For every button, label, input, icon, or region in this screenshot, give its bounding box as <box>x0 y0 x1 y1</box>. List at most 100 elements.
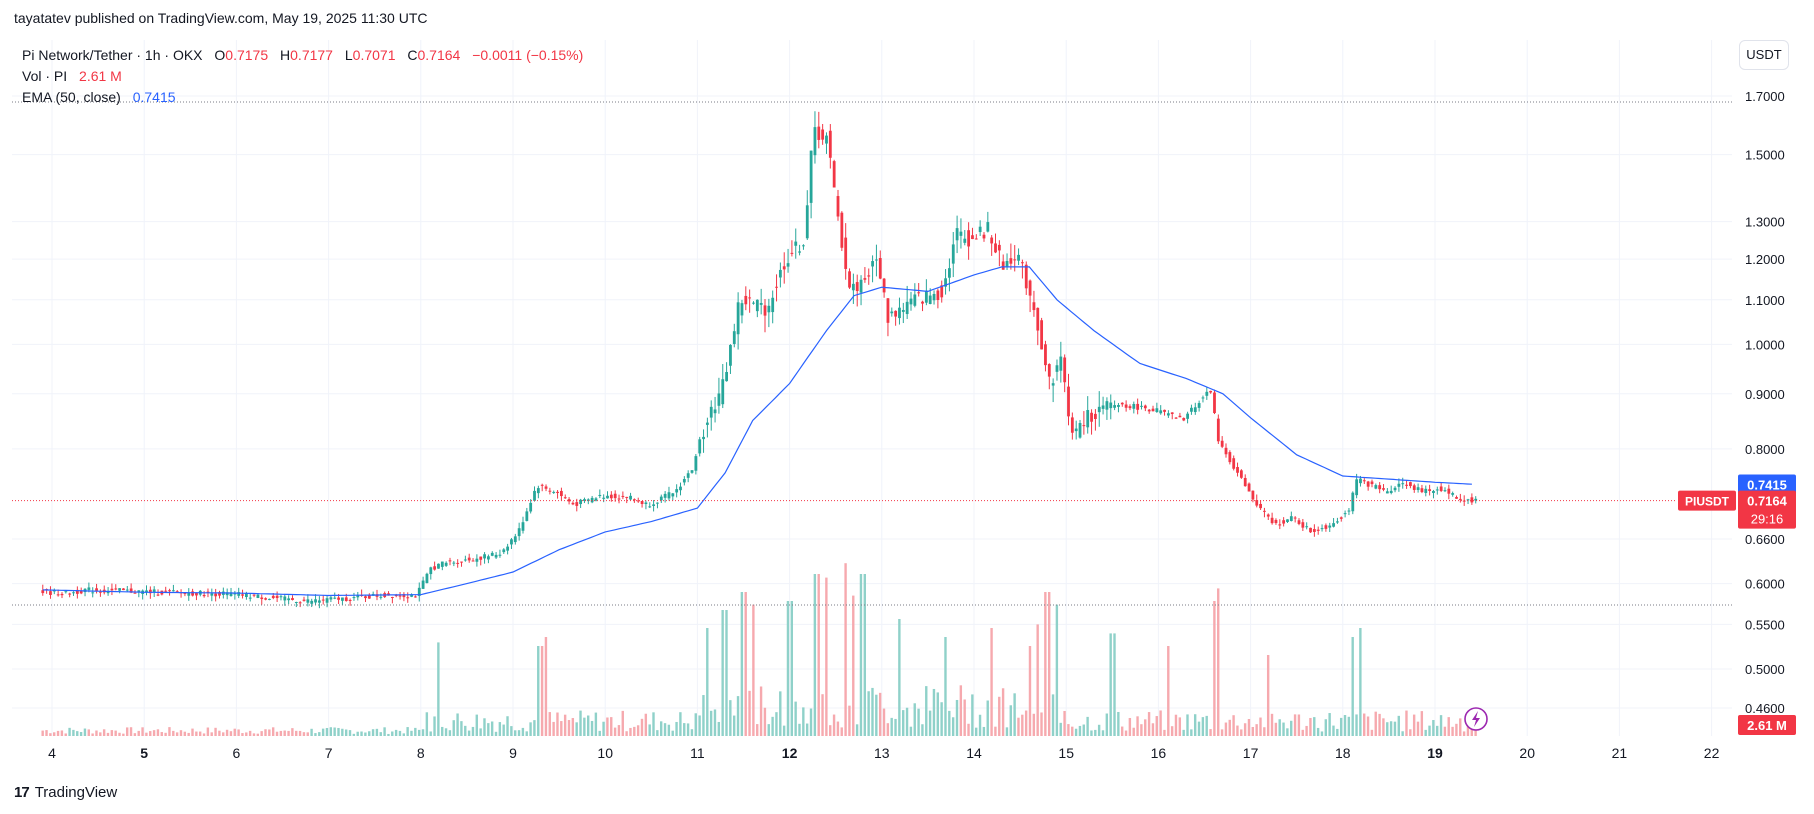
volume-bar <box>1328 713 1331 736</box>
candle-body <box>836 196 840 217</box>
volume-bar <box>498 722 502 736</box>
candle-body <box>529 502 533 512</box>
candle-body <box>928 295 932 305</box>
volume-bar <box>852 595 855 736</box>
volume-bar <box>1336 728 1339 736</box>
volume-bar <box>187 732 190 736</box>
candle-body <box>314 599 317 603</box>
volume-bar <box>767 724 770 736</box>
candle-body <box>1351 492 1355 512</box>
time-tick: 13 <box>874 745 890 761</box>
volume-bar <box>118 732 121 736</box>
volume-bar <box>406 727 409 736</box>
volume-bar <box>525 731 528 736</box>
candle-body <box>1462 500 1466 502</box>
volume-bar <box>652 712 655 736</box>
footer-brand[interactable]: 17 TradingView <box>14 784 117 801</box>
ema-row[interactable]: EMA (50, close) 0.7415 <box>22 87 583 108</box>
volume-bar <box>456 713 459 736</box>
candle-body <box>959 231 963 236</box>
candle-body <box>748 297 752 299</box>
volume-bar <box>1320 731 1324 736</box>
volume-bar <box>759 686 763 736</box>
volume-bar <box>921 724 924 736</box>
candle-body <box>763 305 767 316</box>
volume-bar <box>283 730 286 736</box>
candle-body <box>659 496 663 501</box>
volume-bar <box>487 723 490 736</box>
candle-body <box>1082 425 1086 427</box>
volume-bar <box>310 728 313 736</box>
volume-bar <box>1405 710 1408 736</box>
volume-bar <box>1017 717 1020 736</box>
volume-bar <box>1355 714 1358 736</box>
candle-body <box>513 536 517 543</box>
candle-body <box>1424 488 1428 493</box>
candle-body <box>275 595 279 599</box>
candle-body <box>871 261 874 267</box>
candle-body <box>206 591 210 593</box>
volume-bar <box>1078 725 1082 736</box>
time-tick: 15 <box>1058 745 1074 761</box>
volume-bar <box>855 724 859 736</box>
volume-bar <box>1351 637 1354 736</box>
volume-bar <box>202 733 206 736</box>
candle-body <box>1362 480 1366 482</box>
candle-body <box>1339 517 1343 519</box>
time-tick: 14 <box>966 745 982 761</box>
volume-bar <box>1343 715 1347 736</box>
candle-body <box>1278 524 1282 526</box>
price-tick: 1.1000 <box>1745 293 1785 308</box>
candle-body <box>502 549 506 553</box>
volume-bar <box>383 727 386 736</box>
volume-bar <box>1278 719 1281 736</box>
volume-bar <box>248 730 252 736</box>
volume-bar <box>1339 717 1343 736</box>
candle-body <box>306 599 310 603</box>
volume-bar <box>122 733 125 736</box>
volume-bar <box>222 732 225 736</box>
candle-body <box>1228 452 1232 463</box>
volume-bar <box>836 721 840 736</box>
symbol-title[interactable]: Pi Network/Tether · 1h · OKX <box>22 47 203 63</box>
time-tick: 5 <box>140 745 148 761</box>
volume-bar <box>1001 688 1005 736</box>
candle-body <box>598 494 602 496</box>
candle-body <box>214 593 218 597</box>
candle-body <box>878 258 882 279</box>
candle-body <box>613 493 617 499</box>
candle-body <box>732 331 736 344</box>
volume-bar <box>1436 725 1439 736</box>
candle-body <box>1101 405 1105 409</box>
candle-body <box>164 590 168 592</box>
volume-bar <box>1167 646 1170 736</box>
currency-button[interactable]: USDT <box>1739 40 1789 70</box>
candle-body <box>1385 491 1389 494</box>
candle-body <box>1312 529 1316 532</box>
candle-body <box>1074 428 1078 432</box>
volume-bar <box>1305 725 1308 736</box>
candle-body <box>909 298 913 305</box>
volume-bar <box>356 731 359 736</box>
volume-row[interactable]: Vol · PI 2.61 M <box>22 66 583 87</box>
volume-bar <box>1047 592 1051 736</box>
candle-body <box>859 279 863 293</box>
candle-body <box>1063 357 1067 383</box>
candle-body <box>840 212 844 248</box>
time-tick: 16 <box>1151 745 1167 761</box>
volume-bar <box>590 720 594 736</box>
candle-body <box>1013 259 1017 261</box>
candle-body <box>813 127 817 156</box>
volume-bar <box>79 732 83 736</box>
volume-bar <box>1393 721 1397 736</box>
price-tick: 0.5000 <box>1745 662 1785 677</box>
volume-bar <box>1159 710 1162 736</box>
candle-body <box>114 588 118 590</box>
volume-bar <box>325 727 329 736</box>
candle-body <box>1316 529 1320 531</box>
candle-body <box>64 591 68 593</box>
candle-body <box>1178 415 1182 418</box>
price-tick: 0.6600 <box>1745 532 1785 547</box>
volume-bar <box>156 729 160 736</box>
